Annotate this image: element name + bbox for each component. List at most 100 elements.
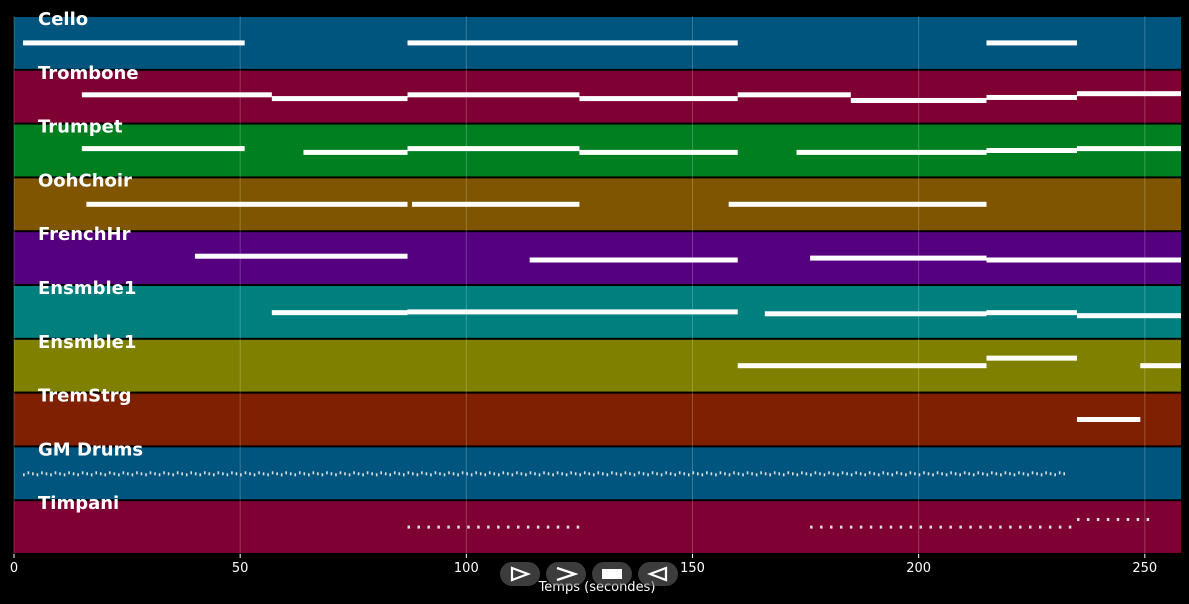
note-segment	[407, 525, 580, 529]
note-segment	[728, 201, 987, 207]
note-bar	[737, 92, 851, 98]
drum-hit	[303, 472, 306, 476]
drum-hit	[683, 472, 686, 476]
drum-hit	[108, 471, 111, 475]
note-bar	[986, 257, 1181, 263]
x-tick-label: 50	[232, 561, 249, 576]
drum-hit	[995, 472, 998, 476]
drum-hit	[520, 472, 523, 476]
drum-hit	[556, 471, 559, 475]
rewind-button[interactable]	[638, 562, 678, 586]
drum-hit	[638, 471, 640, 475]
drum-hit	[1045, 471, 1047, 475]
timpani-hit	[1019, 525, 1022, 529]
timpani-hit	[959, 525, 962, 529]
drum-hit	[859, 472, 862, 476]
drum-hit	[656, 472, 658, 476]
drum-hit	[339, 471, 342, 475]
drum-hit	[796, 473, 799, 477]
drum-hit	[63, 473, 66, 477]
track-label: Ensmble1	[38, 332, 136, 353]
note-segment	[86, 201, 408, 207]
drum-hit	[240, 473, 242, 477]
drum-hit	[330, 472, 333, 476]
drum-hit	[493, 472, 496, 476]
drum-hit	[570, 471, 572, 475]
track-label: Trombone	[38, 63, 139, 84]
drum-hit	[864, 473, 866, 477]
drum-hit	[543, 471, 545, 475]
note-bar	[737, 363, 987, 369]
note-bar	[579, 149, 738, 155]
timpani-hit	[979, 525, 982, 529]
playback-controls	[500, 562, 678, 588]
drum-hit	[145, 473, 147, 477]
drum-hit	[525, 473, 527, 477]
drum-hit	[945, 473, 948, 477]
timpani-hit	[1058, 525, 1062, 529]
timpani-hit	[1116, 518, 1120, 522]
drum-hit	[213, 473, 215, 477]
timpani-hit	[929, 525, 933, 529]
stop-button[interactable]	[592, 562, 632, 586]
drum-hit	[289, 472, 292, 476]
drum-hit	[909, 471, 912, 475]
note-bar	[81, 92, 272, 98]
note-segment	[529, 257, 738, 263]
note-bar	[728, 201, 987, 207]
drum-hit	[384, 472, 387, 476]
play-button[interactable]	[500, 562, 540, 586]
drum-hit	[841, 471, 844, 475]
timpani-hit	[889, 525, 893, 529]
drum-hit	[27, 471, 30, 475]
timpani-hit	[417, 525, 420, 529]
drum-hit	[185, 473, 188, 477]
drum-hit	[497, 473, 500, 477]
drum-hit	[23, 473, 25, 477]
drum-hit	[629, 472, 631, 476]
drum-hit	[348, 473, 351, 477]
drum-hit	[271, 471, 274, 475]
drum-hit	[606, 473, 609, 477]
timpani-hit	[1029, 525, 1032, 529]
drum-hit	[914, 472, 916, 476]
drum-hit	[624, 471, 627, 475]
drum-hit	[896, 471, 898, 475]
drum-hit	[968, 472, 971, 476]
drum-hit	[231, 471, 233, 475]
drum-hit	[801, 471, 803, 475]
note-segment	[986, 257, 1181, 263]
drum-hit	[674, 473, 676, 477]
note-bar	[796, 149, 987, 155]
timpani-hit	[507, 525, 510, 529]
note-bar	[407, 40, 738, 46]
note-segment	[23, 471, 1065, 477]
drum-hit	[773, 471, 776, 475]
timpani-hit	[477, 525, 480, 529]
note-segment	[1076, 313, 1181, 319]
drum-hit	[253, 473, 256, 477]
note-segment	[303, 149, 408, 155]
drum-hit	[258, 471, 260, 475]
forward-button[interactable]	[546, 562, 586, 586]
drum-hit	[488, 471, 491, 475]
note-segment	[407, 309, 738, 315]
drum-hit	[1013, 473, 1016, 477]
drum-hit	[1009, 472, 1011, 476]
drum-hit	[393, 471, 396, 475]
drum-hit	[687, 473, 690, 477]
track-label: Ensmble1	[38, 278, 136, 299]
drum-hit	[669, 472, 672, 476]
note-bar	[407, 146, 580, 152]
drum-hit	[900, 472, 903, 476]
drum-hit	[507, 472, 509, 476]
drum-hit	[158, 473, 161, 477]
note-segment	[986, 355, 1077, 361]
drum-hit	[59, 472, 61, 476]
note-bar	[810, 255, 987, 261]
drum-hit	[574, 472, 577, 476]
track-label: Timpani	[38, 493, 119, 514]
drum-hit	[226, 473, 229, 477]
timpani-hit	[487, 525, 490, 529]
